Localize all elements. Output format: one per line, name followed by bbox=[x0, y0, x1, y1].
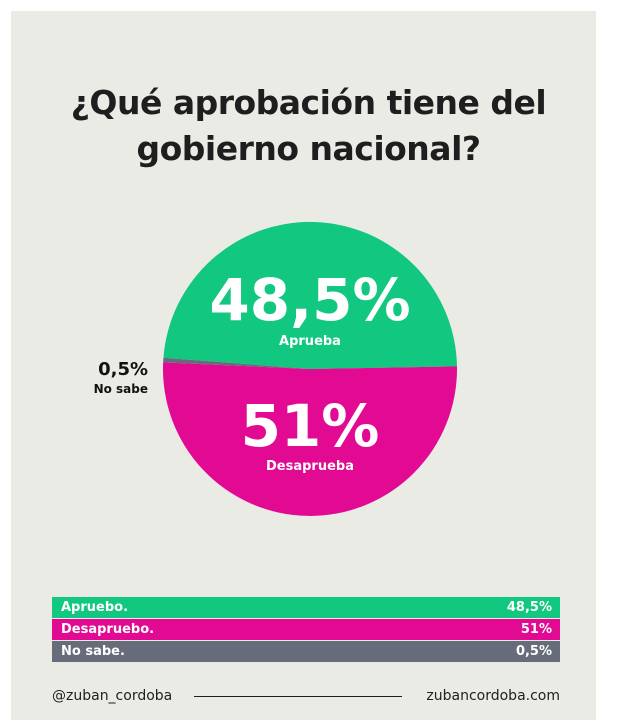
results-table: Apruebo. 48,5% Desapruebo. 51% No sabe. 0,5% bbox=[52, 597, 560, 663]
table-row-label: Desapruebo. bbox=[61, 622, 155, 637]
slice-value-label: 51% bbox=[241, 392, 380, 460]
title-line-1: ¿Qué aprobación tiene del bbox=[70, 83, 547, 122]
table-row-value: 51% bbox=[520, 622, 552, 637]
table-row: Desapruebo. 51% bbox=[52, 619, 560, 640]
footer-website: zubancordoba.com bbox=[426, 688, 560, 704]
table-row-value: 48,5% bbox=[506, 600, 552, 615]
chart-title: ¿Qué aprobación tiene del gobierno nacio… bbox=[0, 80, 617, 172]
table-row-label: No sabe. bbox=[61, 644, 125, 659]
table-row: Apruebo. 48,5% bbox=[52, 597, 560, 618]
footer-divider bbox=[194, 695, 403, 697]
table-row-label: Apruebo. bbox=[61, 600, 129, 615]
footer: @zuban_cordoba zubancordoba.com bbox=[52, 686, 560, 706]
slice-category-label: Desaprueba bbox=[266, 459, 354, 474]
slice-category-label: Aprueba bbox=[279, 334, 341, 349]
table-row: No sabe. 0,5% bbox=[52, 641, 560, 662]
pie-slice-desaprueba bbox=[163, 362, 458, 516]
slice-category-label: No sabe bbox=[94, 382, 148, 396]
slice-value-label: 0,5% bbox=[98, 359, 148, 380]
pie-slice-aprueba bbox=[163, 221, 457, 369]
slice-value-label: 48,5% bbox=[209, 266, 410, 334]
title-line-2: gobierno nacional? bbox=[136, 129, 481, 168]
pie-slice-no-sabe bbox=[163, 357, 310, 369]
footer-handle: @zuban_cordoba bbox=[52, 688, 173, 704]
table-row-value: 0,5% bbox=[515, 644, 552, 659]
pie-chart: 48,5%Aprueba 51%Desaprueba 0,5% No sabe bbox=[94, 221, 458, 516]
